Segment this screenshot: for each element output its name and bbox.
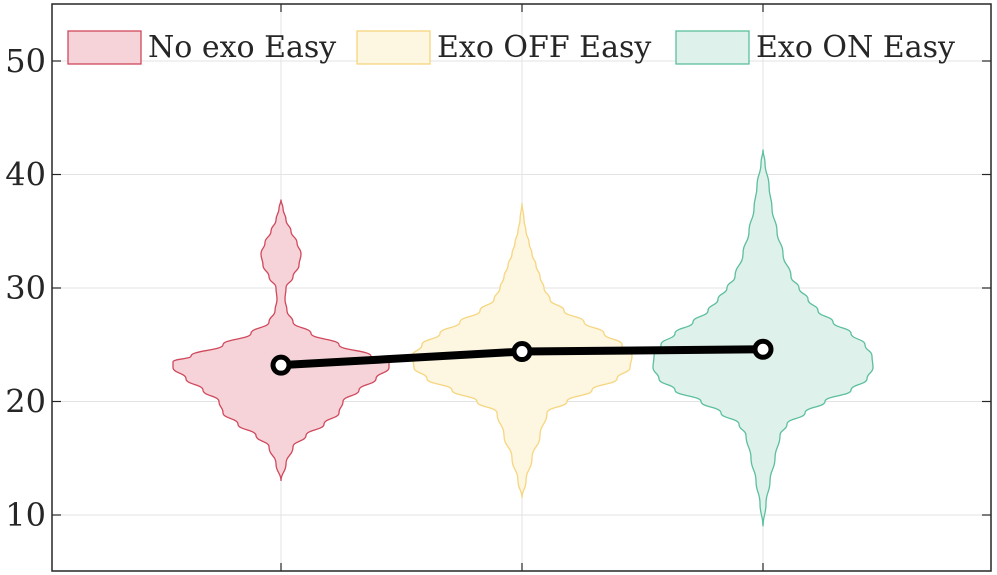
mean-marker-exo-off-easy — [511, 341, 533, 363]
y-tick-label: 50 — [5, 42, 46, 80]
violin-exo-on-easy — [652, 149, 874, 527]
mean-marker-exo-on-easy — [752, 338, 774, 360]
y-tick-label: 20 — [5, 383, 46, 421]
mean-marker-no-exo-easy — [270, 354, 292, 376]
legend-label-exo-off-easy: Exo OFF Easy — [437, 30, 651, 65]
x-axis — [280, 4, 764, 571]
legend-swatch-exo-off-easy — [356, 30, 431, 65]
y-tick-label: 10 — [5, 496, 46, 534]
legend-swatch-no-exo-easy — [67, 30, 142, 65]
legend: No exo Easy Exo OFF Easy Exo ON Easy — [67, 30, 955, 65]
legend-label-no-exo-easy: No exo Easy — [148, 30, 336, 65]
legend-swatch-exo-on-easy — [675, 30, 750, 65]
y-tick-label: 30 — [5, 269, 46, 307]
violin-no-exo-easy — [172, 198, 390, 481]
legend-label-exo-on-easy: Exo ON Easy — [756, 30, 955, 65]
y-tick-label: 40 — [5, 156, 46, 194]
mean-line-group — [270, 338, 774, 376]
y-axis: 10 20 30 40 50 — [5, 42, 991, 534]
